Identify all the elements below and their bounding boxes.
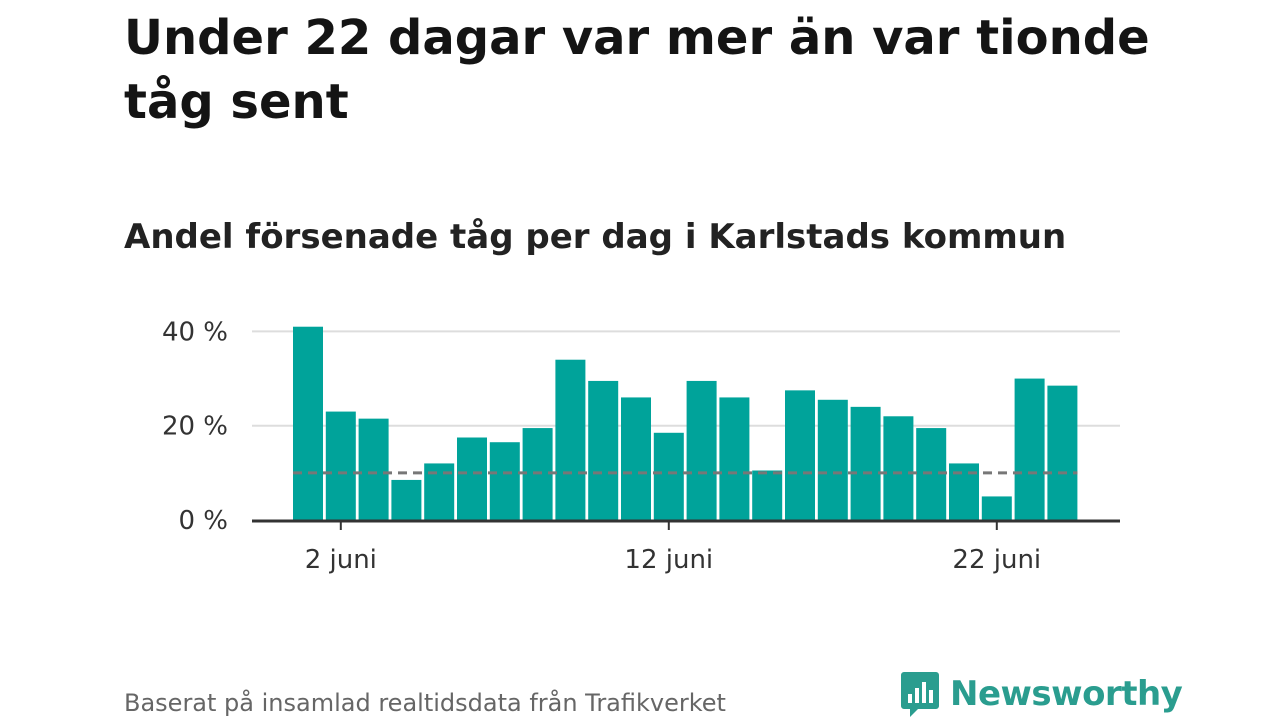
bar-chart: 0 % 20 % 40 % 2 juni 12 juni 22 juni — [162, 317, 1120, 575]
bar — [588, 380, 619, 520]
axes: 0 % 20 % 40 % 2 juni 12 juni 22 juni — [162, 317, 1120, 575]
bar — [358, 418, 389, 520]
bar — [817, 399, 848, 520]
source-note: Baserat på insamlad realtidsdata från Tr… — [124, 689, 726, 717]
chart-subtitle: Andel försenade tåg per dag i Karlstads … — [124, 217, 1067, 257]
gridlines — [252, 330, 1120, 427]
bar — [785, 390, 815, 520]
bar — [883, 416, 914, 520]
bar — [1047, 385, 1078, 520]
bar — [1014, 378, 1045, 520]
logo-text: Newsworthy — [950, 674, 1183, 714]
bar — [555, 359, 586, 520]
bar — [981, 496, 1012, 520]
y-tick-label: 0 % — [178, 506, 228, 536]
bars — [293, 326, 1078, 520]
bar — [293, 326, 323, 520]
bar — [719, 397, 750, 520]
bar — [621, 397, 651, 520]
chart-title: Under 22 dagar var mer än var tionde tåg… — [124, 10, 1150, 130]
bar — [391, 479, 422, 520]
bar — [653, 432, 684, 520]
y-tick-label: 40 % — [162, 317, 228, 347]
x-tick-label: 12 juni — [624, 545, 713, 575]
y-tick-label: 20 % — [162, 412, 228, 442]
bar — [686, 380, 717, 520]
bar — [752, 470, 783, 520]
newsworthy-logo: Newsworthy — [900, 670, 1183, 718]
bar — [325, 411, 356, 520]
x-tick-label: 2 juni — [305, 545, 377, 575]
x-tick-label: 22 juni — [952, 545, 1041, 575]
bar-chart-speech-bubble-icon — [901, 672, 939, 717]
bar — [850, 406, 881, 520]
bar — [457, 437, 487, 520]
bar — [489, 442, 520, 520]
